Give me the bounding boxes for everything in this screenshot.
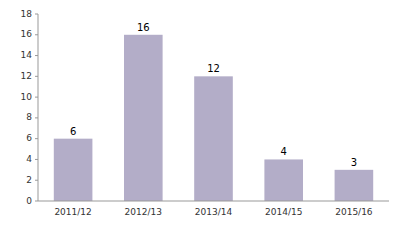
x-tick-label: 2015/16 — [335, 207, 373, 217]
bars — [54, 35, 373, 201]
x-axis-line — [38, 201, 389, 202]
bar — [264, 159, 303, 201]
y-tick-label: 2 — [26, 175, 32, 185]
bar — [194, 76, 233, 201]
chart: 0 2 4 6 8 10 12 14 16 18 2011/12 2012/13 2013/14 2014… — [0, 0, 399, 227]
y-tick-label: 8 — [26, 112, 32, 122]
y-tick-label: 14 — [21, 50, 33, 60]
x-axis: 2011/12 2012/13 2013/14 2014/15 2015/16 — [54, 207, 372, 217]
y-tick-label: 16 — [21, 29, 33, 39]
y-tick-label: 12 — [21, 71, 32, 81]
y-tick-label: 4 — [26, 154, 32, 164]
y-axis-line — [38, 14, 39, 201]
data-label: 12 — [207, 63, 220, 74]
data-label: 6 — [70, 126, 76, 137]
x-tick-label: 2011/12 — [54, 207, 91, 217]
data-label: 16 — [137, 22, 150, 33]
y-tick-label: 6 — [26, 133, 32, 143]
y-axis: 0 2 4 6 8 10 12 14 16 18 — [21, 9, 38, 206]
bar — [124, 35, 163, 201]
bar — [335, 170, 374, 201]
x-tick-label: 2012/13 — [125, 207, 162, 217]
chart-container: 0 2 4 6 8 10 12 14 16 18 2011/12 2012/13 2013/14 2014… — [0, 0, 399, 227]
bar — [54, 139, 93, 201]
y-tick-label: 0 — [26, 196, 32, 206]
data-labels: 6 16 12 4 3 — [70, 22, 357, 168]
x-tick-label: 2014/15 — [265, 207, 302, 217]
y-tick-label: 18 — [21, 9, 33, 19]
data-label: 4 — [281, 146, 287, 157]
x-tick-label: 2013/14 — [195, 207, 233, 217]
y-tick-label: 10 — [21, 92, 33, 102]
data-label: 3 — [351, 157, 357, 168]
